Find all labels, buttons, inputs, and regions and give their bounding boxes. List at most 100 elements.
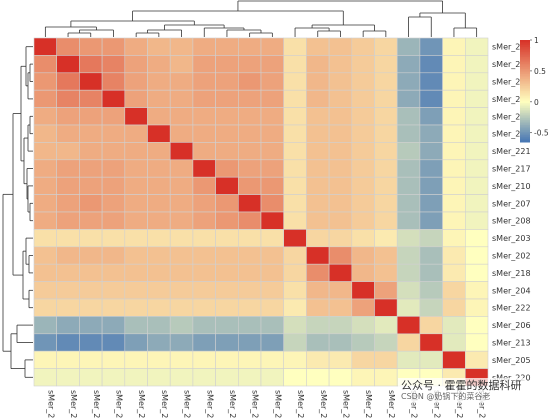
column-label: sMer_205	[455, 390, 464, 418]
heatmap-cell	[283, 211, 307, 230]
column-label: sMer_203	[296, 390, 305, 418]
column-label: sMer_206	[410, 390, 419, 418]
legend-swatch	[520, 68, 530, 72]
heatmap-cell	[169, 368, 194, 387]
heatmap-cell	[464, 194, 489, 213]
column-label: sMer_208	[273, 390, 282, 418]
column-label: sMer_212	[114, 390, 123, 418]
heatmap-cell	[464, 107, 489, 126]
heatmap-cell	[56, 368, 80, 387]
heatmap-cell	[442, 142, 466, 161]
heatmap-cell	[79, 229, 103, 248]
heatmap-cell	[33, 55, 58, 74]
heatmap-cell	[442, 89, 466, 108]
heatmap-cell	[419, 246, 443, 265]
row-label: sMer_218	[492, 269, 531, 278]
heatmap-cell	[351, 194, 375, 213]
heatmap-cell	[33, 176, 58, 195]
legend-swatch	[520, 138, 530, 141]
heatmap-cell	[79, 350, 103, 369]
legend-swatch	[520, 48, 530, 51]
heatmap-cell	[442, 211, 466, 230]
heatmap-cell	[328, 107, 353, 126]
heatmap-cell	[374, 316, 398, 335]
heatmap-cell	[79, 333, 103, 352]
heatmap-cell	[101, 229, 126, 248]
column-label: sMer_204	[364, 390, 373, 418]
heatmap-cell	[328, 298, 353, 317]
heatmap-cell	[374, 142, 398, 161]
legend-swatch	[520, 80, 530, 83]
heatmap-cell	[283, 368, 307, 387]
heatmap-cell	[169, 263, 194, 282]
heatmap-cell	[260, 246, 285, 265]
heatmap-cell	[192, 194, 216, 213]
heatmap-cell	[79, 176, 103, 195]
heatmap-cell	[101, 368, 126, 387]
heatmap-cell	[351, 281, 375, 300]
heatmap-cell	[374, 107, 398, 126]
legend-swatch	[520, 55, 530, 58]
heatmap-cell	[442, 246, 466, 265]
heatmap-cell	[396, 211, 421, 230]
legend-swatch	[520, 135, 530, 138]
heatmap-cell	[283, 159, 307, 178]
legend-swatch	[520, 104, 530, 107]
legend-swatch	[520, 57, 530, 60]
heatmap-cell	[260, 263, 285, 282]
heatmap-cell	[328, 142, 353, 161]
heatmap-cell	[419, 107, 443, 126]
heatmap-cell	[260, 368, 285, 387]
heatmap-cell	[328, 350, 353, 369]
heatmap-cell	[283, 298, 307, 317]
heatmap-cell	[351, 176, 375, 195]
heatmap-cell	[306, 159, 330, 178]
heatmap-cell	[192, 72, 216, 91]
heatmap-cell	[215, 89, 239, 108]
heatmap-cell	[396, 333, 421, 352]
legend-swatch	[520, 101, 530, 104]
heatmap-cell	[124, 124, 148, 143]
heatmap-cell	[260, 176, 285, 195]
watermark: 公众号 · 霍霍的数据科研 CSDN @奶锅下的菜谷老	[398, 378, 525, 403]
heatmap-cell	[33, 350, 58, 369]
heatmap-cell	[442, 350, 466, 369]
heatmap-cell	[169, 72, 194, 91]
legend-swatch	[520, 62, 530, 65]
heatmap-cell	[328, 333, 353, 352]
heatmap-cell	[215, 263, 239, 282]
heatmap-cell	[215, 142, 239, 161]
heatmap-cell	[351, 124, 375, 143]
heatmap-cell	[374, 194, 398, 213]
heatmap-cell	[56, 229, 80, 248]
heatmap-cell	[169, 281, 194, 300]
heatmap-cell	[147, 176, 171, 195]
row-label: sMer_222	[492, 304, 531, 313]
heatmap-cell	[283, 229, 307, 248]
legend-swatch	[520, 53, 530, 56]
heatmap-cell	[192, 55, 216, 74]
heatmap-cell	[464, 333, 489, 352]
row-label: sMer_207	[492, 199, 531, 208]
legend-swatch	[520, 118, 530, 121]
legend-swatch	[520, 45, 530, 48]
heatmap-cell	[169, 246, 194, 265]
heatmap-cell	[396, 194, 421, 213]
heatmap-cell	[192, 89, 216, 108]
heatmap-cell	[215, 159, 239, 178]
legend-swatch	[520, 131, 530, 134]
heatmap-cell	[101, 194, 126, 213]
row-label: sMer_201	[492, 78, 531, 87]
heatmap-cell	[464, 37, 489, 56]
legend-swatch	[520, 119, 530, 123]
row-label: sMer_221	[492, 147, 531, 156]
row-label: sMer_219	[492, 130, 531, 139]
heatmap-cell	[283, 281, 307, 300]
heatmap-cell	[192, 368, 216, 387]
heatmap-cell	[306, 316, 330, 335]
heatmap-cell	[283, 55, 307, 74]
heatmap-cell	[33, 107, 58, 126]
legend-swatch	[520, 92, 530, 95]
heatmap-cell	[147, 350, 171, 369]
